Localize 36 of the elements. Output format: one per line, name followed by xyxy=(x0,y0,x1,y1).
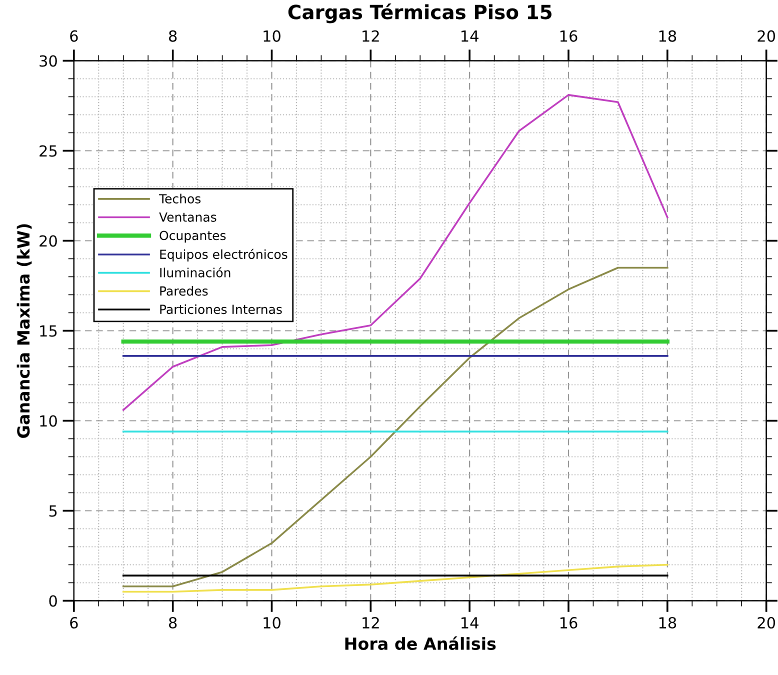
y-tick-label: 20 xyxy=(40,235,57,247)
x-tick-label: 14 xyxy=(462,617,478,628)
y-tick-label: 5 xyxy=(49,505,57,517)
x2-tick-label: 10 xyxy=(264,30,280,42)
y-tick-label: 15 xyxy=(40,325,57,337)
chart-title: Cargas Térmicas Piso 15 xyxy=(288,4,552,24)
x2-tick-label: 18 xyxy=(659,30,676,42)
x2-tick-label: 14 xyxy=(462,30,478,42)
legend-label: Paredes xyxy=(160,286,208,296)
legend-label: Iluminación xyxy=(160,267,230,278)
legend-label: Equipos electrónicos xyxy=(160,248,288,262)
x-tick-label: 20 xyxy=(758,616,776,629)
x2-tick-label: 8 xyxy=(169,30,177,42)
y-tick-label: 30 xyxy=(40,55,57,67)
x2-tick-label: 12 xyxy=(362,30,379,42)
x-tick-label: 8 xyxy=(169,616,177,629)
x2-tick-label: 20 xyxy=(758,30,776,42)
x2-tick-label: 16 xyxy=(560,30,578,42)
y-tick-label: 10 xyxy=(40,415,57,427)
legend-label: Ocupantes xyxy=(160,230,226,243)
x-tick-label: 18 xyxy=(659,616,676,629)
legend-label: Particiones Internas xyxy=(160,304,282,314)
x-tick-label: 16 xyxy=(560,616,578,629)
x-tick-label: 12 xyxy=(362,616,379,628)
x-axis-title: Hora de Análisis xyxy=(345,636,496,650)
line-series xyxy=(122,94,668,411)
line-series xyxy=(122,266,668,588)
y-tick-label: 0 xyxy=(49,595,57,607)
y-tick-label: 25 xyxy=(40,145,57,157)
x-tick-label: 10 xyxy=(264,616,280,629)
x2-tick-label: 6 xyxy=(70,30,78,42)
y-axis-title: Ganancia Maxima (kW) xyxy=(16,224,32,438)
legend-label: Techos xyxy=(158,194,201,204)
legend-label: Ventanas xyxy=(159,212,216,222)
x-tick-label: 6 xyxy=(70,616,78,629)
line-series xyxy=(122,564,668,593)
